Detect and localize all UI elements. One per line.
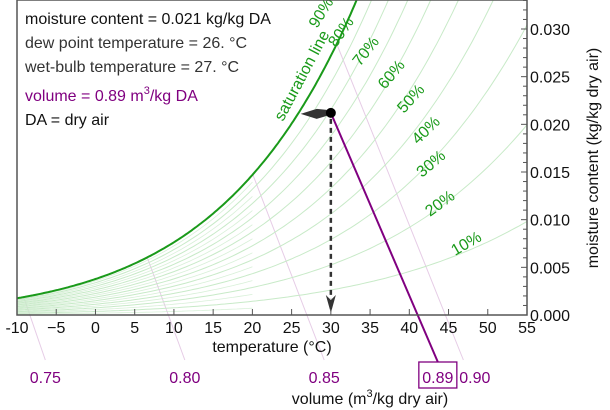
info-moisture: moisture content = 0.021 kg/kg DA — [25, 11, 271, 28]
rh-label-90: 90% — [306, 0, 337, 31]
rh-curve-minor-75 — [17, 210, 253, 303]
x-tick-label: −5 — [47, 320, 65, 337]
rh-label-60: 60% — [375, 57, 409, 92]
x-tick-label: 20 — [243, 320, 261, 337]
dew-point-arrow — [300, 108, 327, 119]
y-tick-label: 0.005 — [530, 260, 570, 277]
x-tick-label: 40 — [400, 320, 418, 337]
rh-curve-90 — [17, 0, 373, 301]
x-tick-label: 10 — [165, 320, 183, 337]
x-tick-label: 5 — [130, 320, 139, 337]
x-tick-label: -10 — [5, 320, 28, 337]
rh-label-30: 30% — [414, 147, 449, 181]
volume-axis-label: volume (m3/kg dry air) — [292, 388, 448, 408]
state-volume-line — [329, 112, 439, 363]
rh-curve-minor-35 — [17, 266, 253, 310]
volume-line-0.85 — [252, 174, 325, 361]
y-tick-label: 0.015 — [530, 165, 570, 182]
state-volume-box — [418, 361, 458, 389]
info-volume: volume = 0.89 m3/kg DA — [25, 85, 198, 105]
x-tick-label: 45 — [440, 320, 458, 337]
volume-label-0.85: 0.85 — [309, 370, 340, 387]
volume-label-0.75: 0.75 — [30, 370, 61, 387]
volume-tick-labels: 0.75 0.80 0.85 0.90 — [30, 370, 491, 387]
rh-curve-minor-25 — [17, 280, 253, 312]
rh-curve-minor-85 — [17, 196, 253, 302]
rh-curve-minor-95 — [17, 181, 253, 300]
rh-curve-minor-45 — [17, 252, 253, 308]
info-wet-bulb: wet-bulb temperature = 27. °C — [24, 59, 239, 76]
x-tick-label: 35 — [361, 320, 379, 337]
rh-curve-60 — [17, 0, 432, 306]
rh-labels: 90%80%70%60%50%40%30% 20% 10% — [306, 0, 485, 259]
y-tick-label: 0.030 — [530, 22, 570, 39]
volume-label-0.90: 0.90 — [459, 370, 490, 387]
rh-curve-80 — [17, 0, 389, 303]
x-tick-label: 50 — [479, 320, 497, 337]
rh-curve-30 — [17, 24, 527, 311]
rh-curve-50 — [17, 0, 459, 308]
rh-label-80: 80% — [325, 14, 357, 50]
info-da-note: DA = dry air — [25, 112, 110, 129]
y-axis-label: moisture content (kg/kg dry air) — [585, 48, 602, 269]
rh-label-40: 40% — [409, 113, 444, 147]
rh-curve-10 — [17, 220, 527, 314]
rh-curve-minor-55 — [17, 238, 253, 307]
info-panel: moisture content = 0.021 kg/kg DA dew po… — [24, 11, 271, 129]
x-tick-label: 25 — [283, 320, 301, 337]
dry-bulb-arrow-head — [325, 295, 336, 313]
x-tick-label: 15 — [204, 320, 222, 337]
saturation-line-label: saturation line — [272, 28, 334, 124]
volume-label-0.80: 0.80 — [169, 370, 200, 387]
rh-label-10: 10% — [449, 229, 485, 260]
rh-label-70: 70% — [350, 34, 383, 70]
x-axis-ticks: -10 −5 0 5 10 15 20 25 30 35 40 45 50 55 — [5, 309, 536, 337]
y-tick-label: 0.000 — [530, 308, 570, 325]
rh-label-50: 50% — [394, 81, 428, 116]
rh-label-20: 20% — [422, 188, 458, 221]
state-point — [325, 107, 336, 118]
y-tick-label: 0.020 — [530, 117, 570, 134]
rh-curve-40 — [17, 0, 494, 309]
x-axis-label: temperature (°C) — [212, 339, 331, 356]
state-volume-label: 0.89 — [422, 370, 453, 387]
x-tick-label: 0 — [91, 320, 100, 337]
plot-frame — [16, 0, 528, 316]
x-tick-label: 55 — [518, 320, 536, 337]
rh-curve-20 — [17, 124, 527, 313]
x-tick-label: 30 — [322, 320, 340, 337]
rh-curve-70 — [17, 0, 409, 304]
y-tick-label: 0.010 — [530, 213, 570, 230]
saturation-line — [17, 0, 358, 300]
rh-curve-minor-65 — [17, 224, 253, 305]
info-dew-point: dew point temperature = 26. °C — [25, 35, 247, 52]
y-axis-ticks: 0.000 0.005 0.010 0.015 0.020 0.025 0.030 — [521, 0, 570, 325]
y-tick-label: 0.025 — [530, 70, 570, 87]
